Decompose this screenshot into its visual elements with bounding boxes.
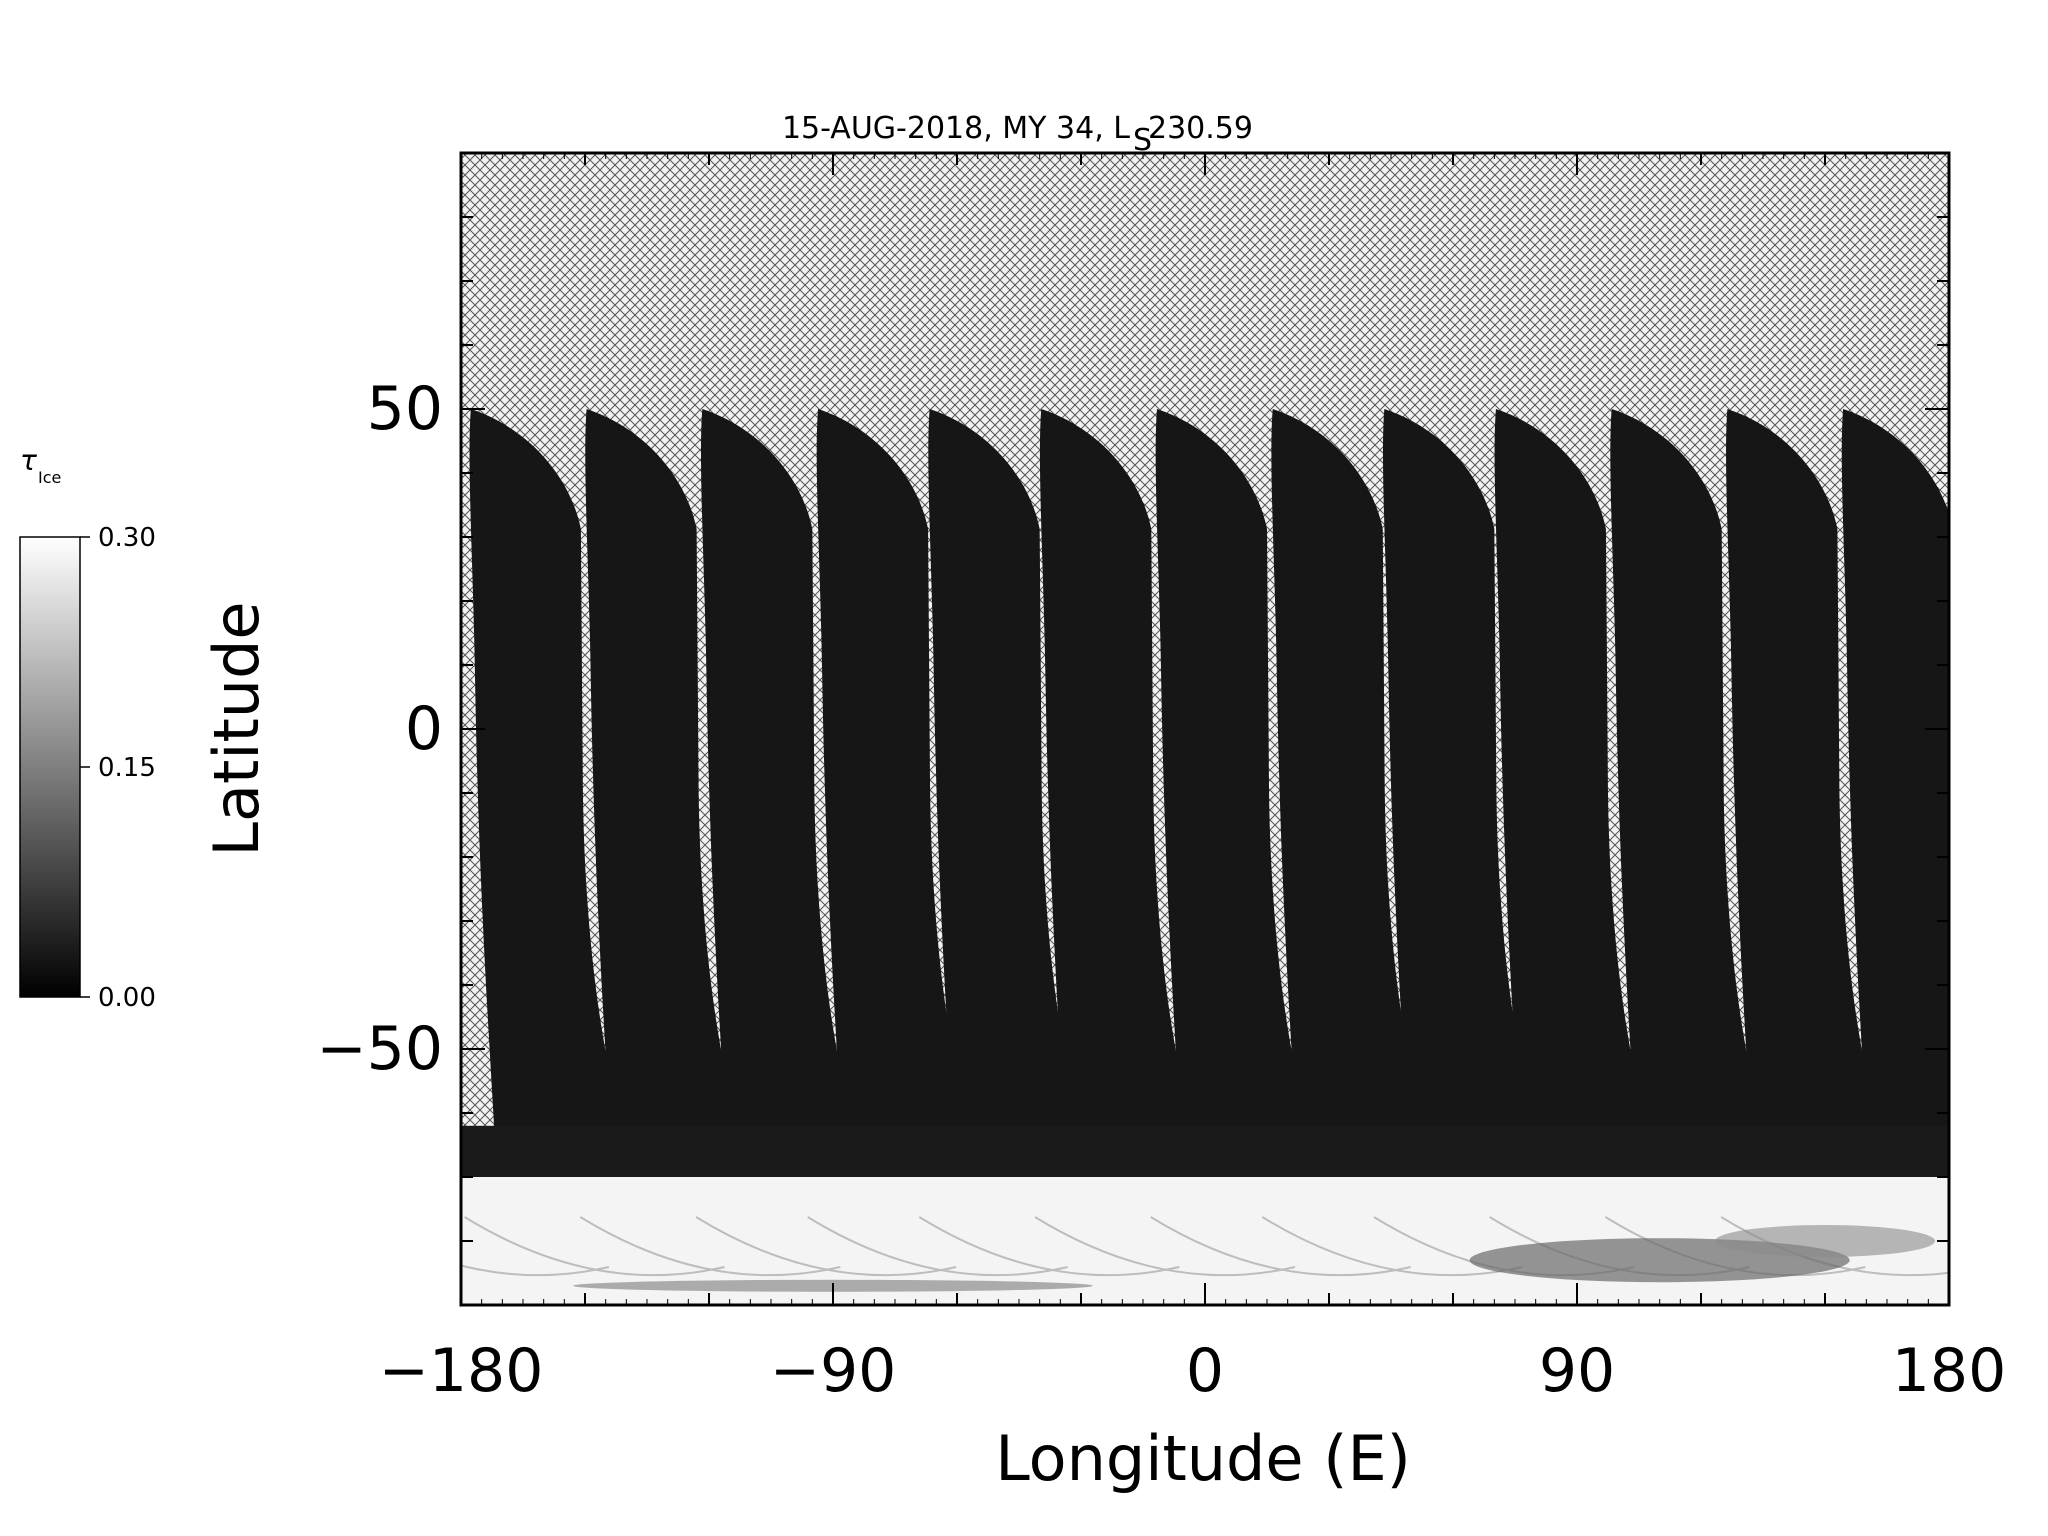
swath-9 — [1494, 409, 1668, 1177]
ice-arc-4 — [807, 1216, 1068, 1277]
colorbar — [19, 536, 81, 998]
plot-title-subscript: S — [1133, 123, 1152, 158]
swath-12 — [1841, 409, 1949, 1177]
ice-arc-8 — [1261, 1216, 1523, 1277]
ice-arc-0 — [461, 1264, 610, 1277]
tick-layer: −180 −90 0 90 180 50 0 −50 — [316, 152, 2007, 1406]
colorbar-ticks: 0.30 0.15 0.00 — [80, 523, 156, 1013]
ice-dark-patch-2 — [1715, 1225, 1935, 1257]
ice-arc-2 — [579, 1216, 841, 1277]
colorbar-title-subscript: Ice — [38, 468, 61, 487]
swath-8 — [1382, 409, 1557, 1177]
swath-10 — [1610, 409, 1784, 1177]
swath-11 — [1726, 409, 1900, 1177]
polar-ice-layer — [461, 1177, 1949, 1305]
swath-0 — [469, 409, 643, 1177]
ice-arc-6 — [1034, 1216, 1296, 1277]
x-tick-label: 0 — [1186, 1336, 1224, 1406]
swath-5 — [1039, 409, 1214, 1177]
y-tick-label: −50 — [316, 1014, 443, 1084]
swath-layer — [461, 409, 1949, 1177]
swath-7 — [1271, 409, 1445, 1177]
swath-2 — [700, 409, 875, 1177]
colorbar-title: τ — [20, 444, 37, 477]
swath-3 — [816, 409, 991, 1177]
x-tick-label: 90 — [1539, 1336, 1615, 1406]
colorbar-tick-label: 0.15 — [98, 753, 156, 783]
x-tick-label: −90 — [770, 1336, 897, 1406]
ice-arc-3 — [695, 1216, 957, 1277]
swath-1 — [585, 409, 759, 1177]
y-axis-title: Latitude — [200, 601, 273, 856]
y-tick-label: 50 — [367, 374, 443, 444]
colorbar-tick-label: 0.00 — [98, 983, 156, 1013]
x-tick-label: 180 — [1892, 1336, 2007, 1406]
swath-6 — [1155, 409, 1329, 1177]
swath-4 — [928, 409, 1102, 1177]
ice-arc-5 — [918, 1216, 1180, 1277]
ice-arc-7 — [1150, 1216, 1411, 1277]
x-axis-title: Longitude (E) — [995, 1422, 1411, 1495]
y-tick-label: 0 — [405, 694, 443, 764]
x-tick-label: −180 — [379, 1336, 544, 1406]
plot-title: 15-AUG-2018, MY 34, L — [782, 111, 1130, 146]
colorbar-tick-label: 0.30 — [98, 523, 156, 553]
ice-arc-1 — [464, 1216, 725, 1277]
swath-southern-belt — [461, 1125, 1949, 1177]
plot-title-value: 230.59 — [1148, 111, 1253, 146]
